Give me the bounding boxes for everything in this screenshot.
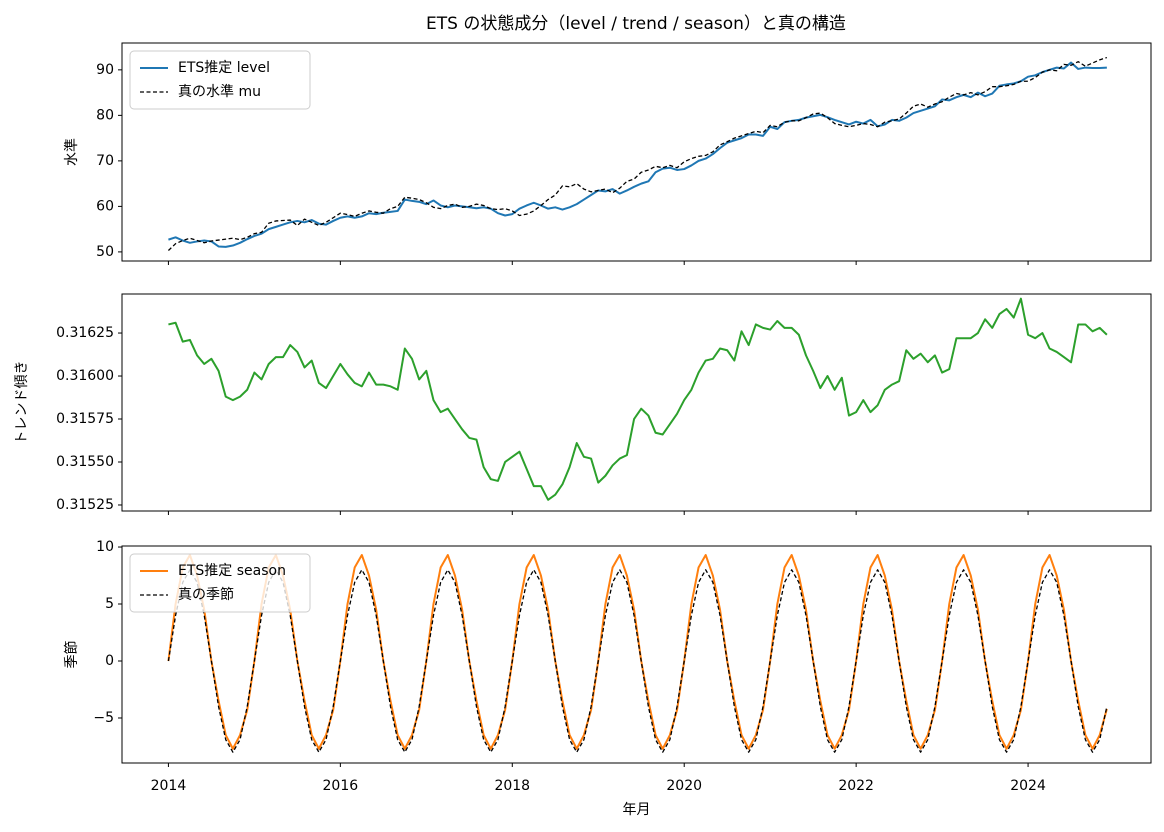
y-tick-label: 0.31525	[56, 497, 114, 513]
x-tick-label: 2020	[666, 778, 702, 794]
y-tick-label: 5	[105, 596, 114, 612]
series-line	[167, 569, 1108, 753]
y-tick-label: 90	[96, 62, 114, 78]
axes-frame	[121, 545, 1152, 764]
y-tick-label: 70	[96, 153, 114, 169]
y-tick-label: 0.31600	[56, 368, 114, 384]
y-tick-label: 60	[96, 198, 114, 214]
y-tick-label: 0.31625	[56, 325, 114, 341]
axes-frame	[121, 293, 1152, 512]
axes-frame	[121, 42, 1152, 262]
x-tick-label: 2014	[151, 778, 187, 794]
legend-label: ETS推定 season	[178, 563, 286, 579]
y-axis-label: 季節	[63, 641, 80, 669]
y-tick-label: 0	[105, 653, 114, 669]
y-tick-label: 10	[96, 539, 114, 555]
y-axis-label: トレンド傾き	[14, 361, 30, 445]
legend-label: ETS推定 level	[178, 60, 270, 76]
x-tick-label: 2022	[838, 778, 874, 794]
x-tick-label: 2016	[323, 778, 359, 794]
y-axis-label: 水準	[64, 138, 80, 166]
legend-label: 真の水準 mu	[178, 84, 261, 100]
x-axis-label: 年月	[623, 802, 651, 818]
x-tick-label: 2024	[1010, 778, 1046, 794]
series-line	[168, 297, 1108, 501]
legend-box	[129, 553, 311, 613]
y-tick-label: 0.31550	[56, 454, 114, 470]
legend-label: 真の季節	[178, 586, 234, 603]
y-tick-label: −5	[93, 710, 114, 726]
legend-box	[129, 50, 311, 110]
y-tick-label: 0.31575	[56, 411, 114, 427]
chart-title: ETS の状態成分（level / trend / season）と真の構造	[426, 14, 846, 34]
x-tick-label: 2018	[494, 778, 530, 794]
y-tick-label: 80	[96, 107, 114, 123]
y-tick-label: 50	[96, 244, 114, 260]
series-line	[168, 61, 1107, 248]
